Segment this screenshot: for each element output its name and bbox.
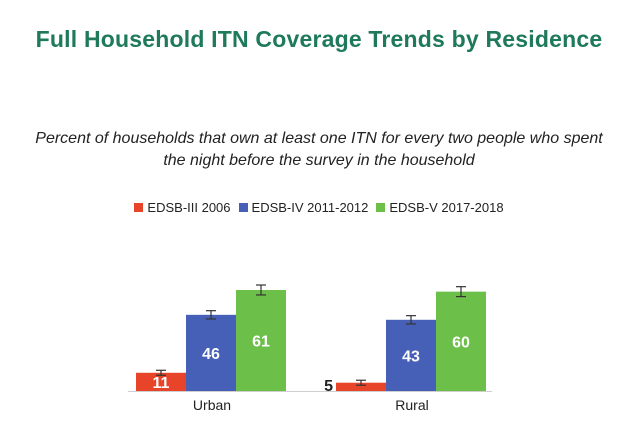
category-label-rural: Rural [395, 397, 428, 413]
bar-urban-series-2 [186, 314, 236, 391]
bar-rural-series-2 [386, 319, 436, 391]
data-label-rural-series-2: 43 [402, 348, 420, 365]
legend-label-edsb-iii: EDSB-III 2006 [147, 200, 231, 215]
data-label-urban-series-3: 61 [252, 333, 270, 350]
chart-legend: EDSB-III 2006 EDSB-IV 2011-2012 EDSB-V 2… [0, 200, 638, 215]
bar-urban-series-3 [236, 289, 286, 391]
data-label-rural-series-3: 60 [452, 334, 470, 351]
chart-title: Full Household ITN Coverage Trends by Re… [35, 26, 603, 52]
bar-urban-series-1 [136, 372, 186, 391]
legend-swatch-edsb-v [376, 203, 386, 212]
chart-subtitle: Percent of households that own at least … [20, 128, 618, 172]
bar-rural-series-1 [336, 382, 386, 391]
legend-item-edsb-v: EDSB-V 2017-2018 [376, 200, 504, 215]
data-label-urban-series-1: 11 [153, 375, 170, 392]
data-label-urban-series-2: 46 [202, 346, 220, 363]
legend-item-edsb-iii: EDSB-III 2006 [134, 200, 231, 215]
legend-item-edsb-iv: EDSB-IV 2011-2012 [238, 200, 369, 215]
legend-label-edsb-iv: EDSB-IV 2011-2012 [251, 200, 369, 215]
category-label-urban: Urban [193, 397, 231, 413]
legend-swatch-edsb-iv [238, 203, 248, 212]
legend-label-edsb-v: EDSB-V 2017-2018 [389, 200, 504, 215]
data-label-rural-series-1: 5 [324, 378, 333, 395]
bar-rural-series-3 [436, 291, 486, 391]
subtitle-line-2: the night before the survey in the house… [163, 152, 475, 169]
legend-swatch-edsb-iii [134, 203, 144, 212]
subtitle-line-1: Percent of households that own at least … [35, 130, 603, 147]
